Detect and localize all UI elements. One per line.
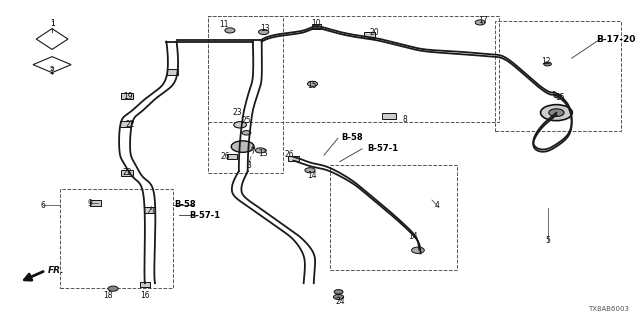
Text: 11: 11 <box>219 20 228 28</box>
Text: 26: 26 <box>285 150 294 159</box>
Text: 26: 26 <box>220 152 230 161</box>
Bar <box>120 121 131 127</box>
Bar <box>289 156 298 161</box>
Bar <box>140 282 150 287</box>
Circle shape <box>549 109 564 116</box>
Bar <box>90 200 101 206</box>
Text: 14: 14 <box>308 171 317 180</box>
Text: 17: 17 <box>478 16 488 25</box>
Circle shape <box>231 141 254 152</box>
Circle shape <box>475 20 485 25</box>
Circle shape <box>259 29 269 35</box>
Circle shape <box>334 290 343 294</box>
Text: 19: 19 <box>124 92 133 100</box>
Text: 18: 18 <box>103 291 113 300</box>
Bar <box>122 93 132 99</box>
Circle shape <box>544 62 551 66</box>
Text: 2: 2 <box>50 67 54 72</box>
Bar <box>143 207 155 213</box>
Bar <box>381 113 396 119</box>
Text: 20: 20 <box>370 28 380 37</box>
Text: 25: 25 <box>242 116 252 125</box>
Text: 22: 22 <box>125 120 135 129</box>
Bar <box>60 189 173 288</box>
Circle shape <box>225 28 235 33</box>
Text: 1: 1 <box>50 21 54 27</box>
Text: 4: 4 <box>435 201 440 210</box>
Circle shape <box>108 286 118 291</box>
Text: B-58: B-58 <box>342 133 364 142</box>
Text: 8: 8 <box>403 115 408 124</box>
Text: 13: 13 <box>260 24 270 33</box>
Bar <box>167 69 179 75</box>
Bar <box>330 165 458 270</box>
Text: 9: 9 <box>88 199 93 208</box>
Bar <box>208 16 499 122</box>
Circle shape <box>234 122 246 128</box>
Circle shape <box>541 105 572 121</box>
Text: B-57-1: B-57-1 <box>367 144 398 153</box>
Text: 23: 23 <box>233 108 243 116</box>
Bar <box>364 32 376 38</box>
Text: TX8AB6003: TX8AB6003 <box>588 306 629 312</box>
Circle shape <box>255 148 266 153</box>
Text: 15: 15 <box>556 93 565 102</box>
Text: 5: 5 <box>545 236 550 245</box>
Text: FR.: FR. <box>47 266 64 275</box>
Text: 3: 3 <box>246 161 252 170</box>
Text: 7: 7 <box>250 147 255 156</box>
Circle shape <box>305 168 315 173</box>
Text: B-57-1: B-57-1 <box>189 211 220 220</box>
Text: 24: 24 <box>335 297 345 306</box>
Text: 1: 1 <box>50 19 54 28</box>
Text: 15: 15 <box>308 81 317 90</box>
Text: 10: 10 <box>312 19 321 28</box>
Bar <box>312 24 321 29</box>
Text: 6: 6 <box>41 201 45 210</box>
Text: 14: 14 <box>409 232 419 241</box>
Text: B-17-20: B-17-20 <box>596 35 636 44</box>
Text: 22: 22 <box>122 168 132 177</box>
Text: B-58: B-58 <box>175 200 196 209</box>
Circle shape <box>242 131 251 135</box>
Bar <box>208 16 283 173</box>
Circle shape <box>333 294 344 300</box>
Text: 12: 12 <box>541 57 551 66</box>
Text: 16: 16 <box>140 291 150 300</box>
Text: 21: 21 <box>147 207 156 216</box>
Circle shape <box>307 81 317 86</box>
Text: 13: 13 <box>258 149 268 158</box>
Text: 2: 2 <box>50 67 54 76</box>
Bar <box>495 21 621 131</box>
Bar <box>122 170 132 176</box>
Circle shape <box>554 94 561 98</box>
Bar <box>227 154 237 159</box>
Circle shape <box>412 247 424 253</box>
